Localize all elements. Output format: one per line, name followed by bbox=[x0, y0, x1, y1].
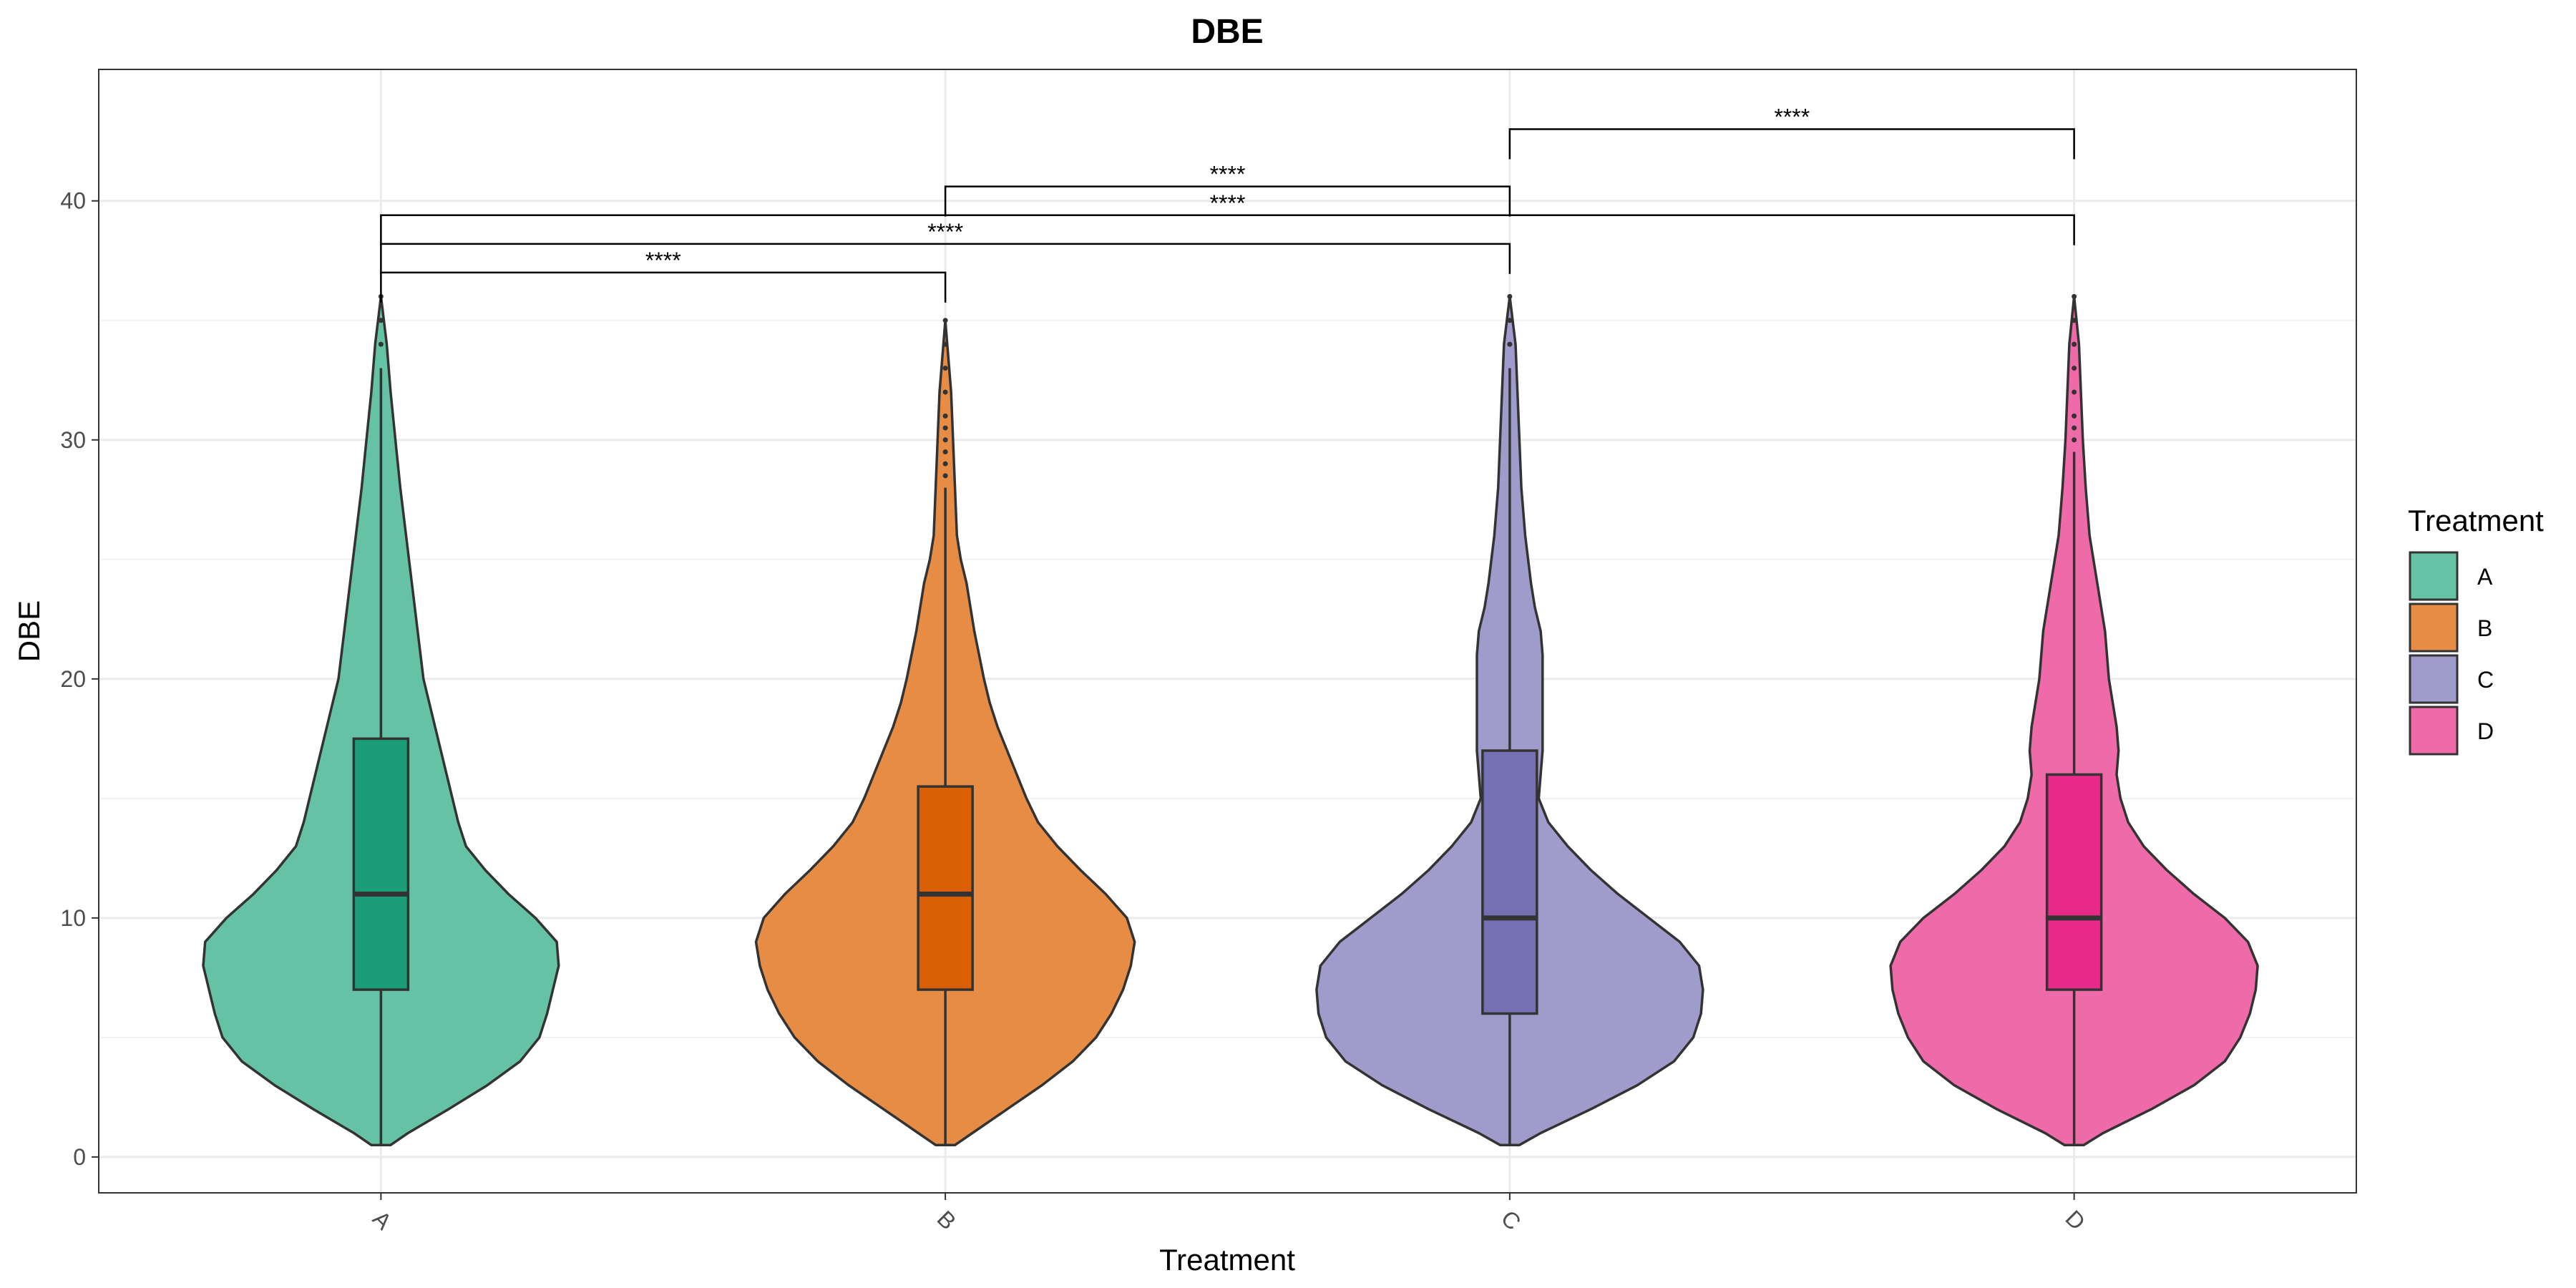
legend-swatch-D bbox=[2409, 706, 2459, 756]
bracket-label-A-B: **** bbox=[645, 248, 681, 273]
box-C bbox=[1481, 749, 1538, 1015]
violins bbox=[202, 293, 2259, 1146]
y-tick-label: 0 bbox=[73, 1144, 86, 1170]
y-tick-label: 40 bbox=[60, 188, 86, 214]
y-axis-title: DBE bbox=[12, 600, 46, 662]
outlier-point-A bbox=[378, 318, 384, 323]
box-A bbox=[352, 737, 410, 991]
bracket-A-D bbox=[380, 214, 2075, 245]
outlier-point-B bbox=[942, 341, 948, 347]
outlier-point-D bbox=[2072, 341, 2077, 347]
legend-label-C: C bbox=[2477, 667, 2494, 693]
outlier-point-C bbox=[1507, 293, 1513, 299]
outlier-point-D bbox=[2072, 437, 2077, 443]
outlier-point-B bbox=[942, 366, 948, 371]
outlier-point-B bbox=[942, 425, 948, 431]
bracket-A-B bbox=[380, 271, 947, 303]
legend-label-B: B bbox=[2477, 615, 2492, 641]
legend-label-D: D bbox=[2477, 718, 2494, 744]
outlier-point-B bbox=[942, 449, 948, 454]
legend-swatch-C bbox=[2409, 654, 2459, 704]
outlier-point-B bbox=[942, 413, 948, 419]
outlier-point-D bbox=[2072, 293, 2077, 299]
outlier-point-B bbox=[942, 389, 948, 395]
y-tick-label: 20 bbox=[60, 666, 86, 692]
box-B bbox=[917, 785, 974, 991]
outlier-point-D bbox=[2072, 389, 2077, 395]
y-tick-label: 30 bbox=[60, 427, 86, 453]
bracket-A-C bbox=[380, 243, 1511, 274]
outlier-point-D bbox=[2072, 318, 2077, 323]
y-tick-label: 10 bbox=[60, 905, 86, 931]
bracket-B-C bbox=[944, 185, 1511, 217]
outlier-point-D bbox=[2072, 366, 2077, 371]
outlier-point-B bbox=[942, 473, 948, 479]
x-axis-title: Treatment bbox=[1159, 1243, 1295, 1277]
outlier-point-C bbox=[1507, 318, 1513, 323]
outlier-point-B bbox=[942, 318, 948, 323]
outlier-point-B bbox=[942, 461, 948, 467]
legend-title: Treatment bbox=[2408, 504, 2544, 537]
outlier-point-C bbox=[1507, 341, 1513, 347]
bracket-C-D bbox=[1508, 128, 2075, 160]
legend-swatch-B bbox=[2409, 602, 2459, 653]
bracket-label-C-D: **** bbox=[1774, 104, 1810, 130]
legend-swatch-A bbox=[2409, 551, 2459, 601]
outlier-point-B bbox=[942, 437, 948, 443]
chart-title: DBE bbox=[1191, 13, 1263, 51]
outlier-point-D bbox=[2072, 425, 2077, 431]
legend-label-A: A bbox=[2477, 564, 2493, 590]
significance-brackets: **** **** **** **** **** bbox=[380, 104, 2075, 303]
outlier-point-D bbox=[2072, 413, 2077, 419]
bracket-label-A-D: **** bbox=[1210, 190, 1246, 216]
bracket-label-B-C: **** bbox=[1210, 162, 1246, 187]
bracket-label-A-C: **** bbox=[927, 219, 963, 245]
plot-panel-border bbox=[98, 69, 2357, 1194]
outlier-point-A bbox=[378, 341, 384, 347]
box-D bbox=[2045, 773, 2103, 991]
